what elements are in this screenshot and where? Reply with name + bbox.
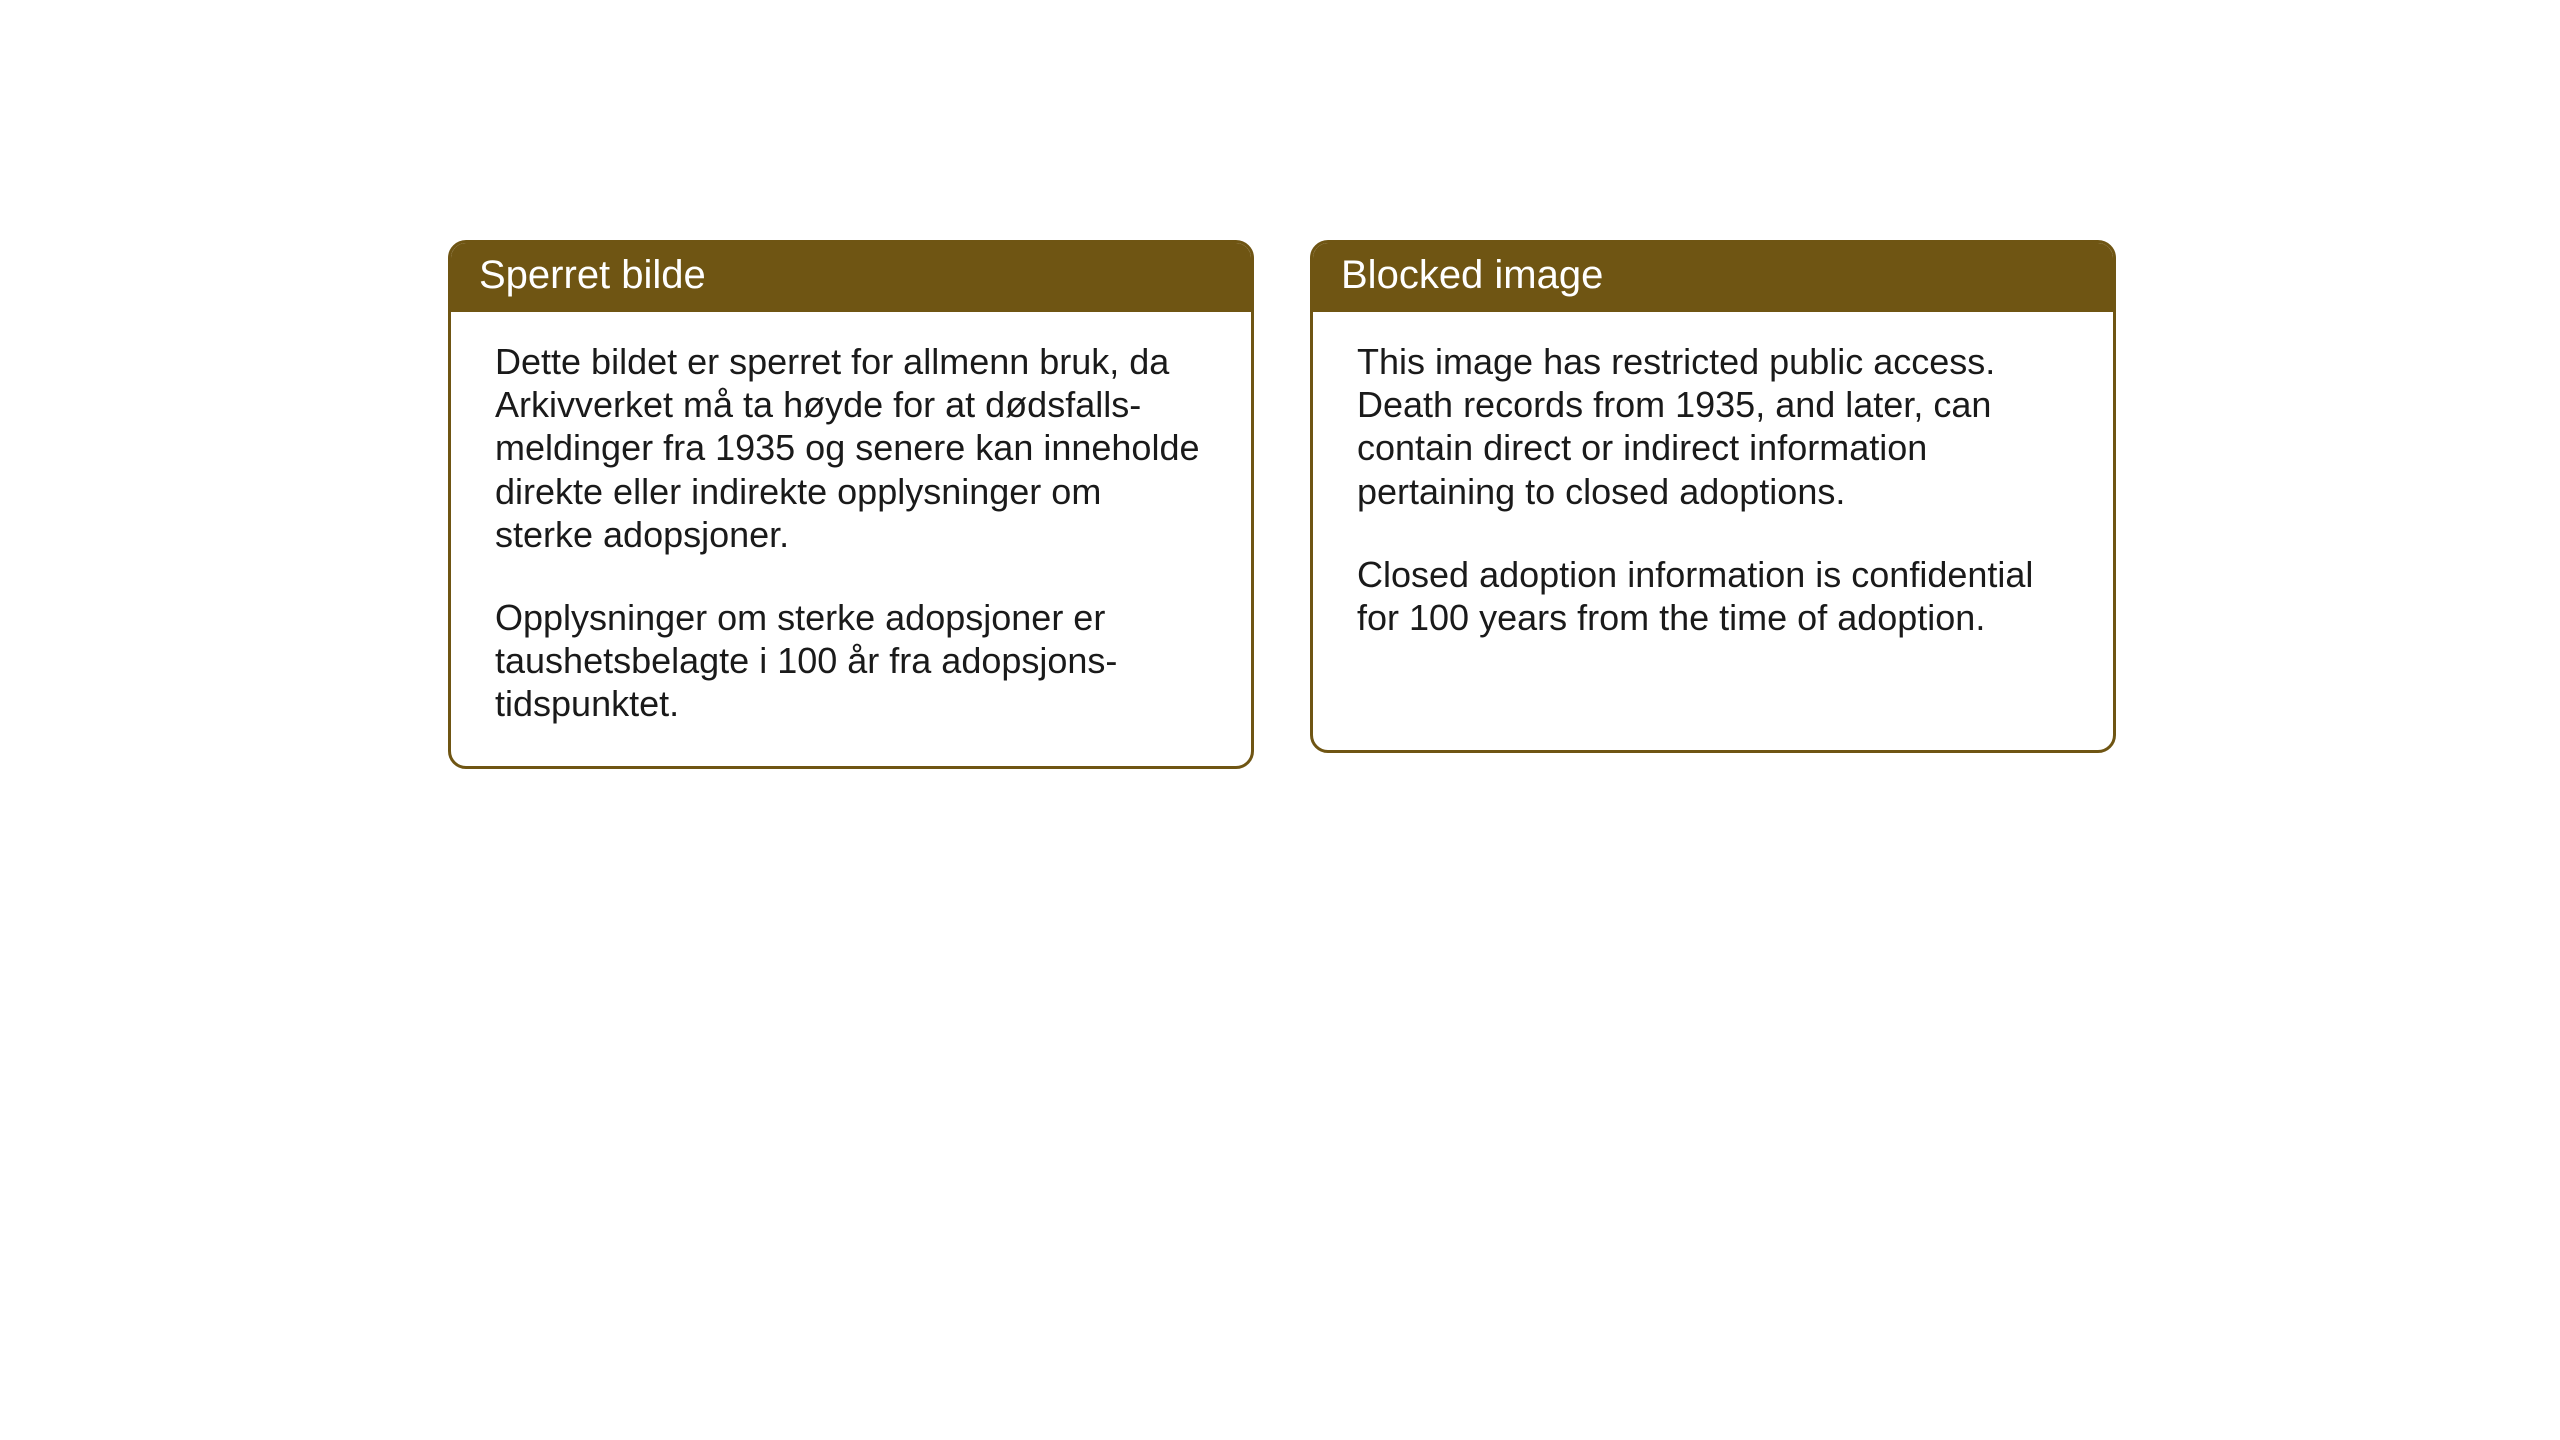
card-title-english: Blocked image [1341, 253, 1603, 297]
card-title-norwegian: Sperret bilde [479, 253, 706, 297]
paragraph-english-2: Closed adoption information is confident… [1357, 553, 2069, 639]
paragraph-norwegian-1: Dette bildet er sperret for allmenn bruk… [495, 340, 1207, 556]
notice-card-english: Blocked image This image has restricted … [1310, 240, 2116, 753]
notice-card-norwegian: Sperret bilde Dette bildet er sperret fo… [448, 240, 1254, 769]
card-header-norwegian: Sperret bilde [451, 243, 1251, 312]
card-body-english: This image has restricted public access.… [1313, 312, 2113, 753]
card-header-english: Blocked image [1313, 243, 2113, 312]
paragraph-norwegian-2: Opplysninger om sterke adopsjoner er tau… [495, 596, 1207, 726]
paragraph-english-1: This image has restricted public access.… [1357, 340, 2069, 513]
card-body-norwegian: Dette bildet er sperret for allmenn bruk… [451, 312, 1251, 766]
notice-container: Sperret bilde Dette bildet er sperret fo… [448, 240, 2116, 769]
